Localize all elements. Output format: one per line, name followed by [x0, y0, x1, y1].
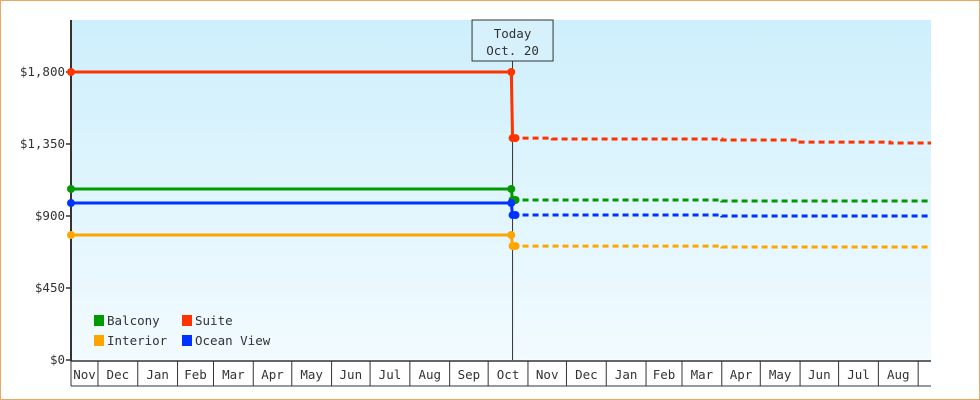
- y-tick-label: $1,350: [20, 136, 65, 151]
- data-point: [67, 68, 75, 76]
- x-tick-label: Jan: [146, 367, 169, 382]
- x-tick-label: Dec: [107, 367, 130, 382]
- x-tick-label: Apr: [261, 367, 284, 382]
- legend-label: Interior: [107, 333, 168, 348]
- today-label-box: [471, 19, 554, 62]
- x-tick-label: Feb: [184, 367, 207, 382]
- data-point: [507, 184, 516, 193]
- legend-swatch: [182, 335, 192, 346]
- x-tick-label: Oct: [497, 367, 520, 382]
- forecast-line-ocean-view: [512, 213, 931, 218]
- x-tick-label: Aug: [887, 367, 910, 382]
- x-tick-label: Dec: [575, 367, 598, 382]
- x-tick-label: Jul: [847, 367, 870, 382]
- today-date: Oct. 20: [486, 43, 539, 58]
- x-tick-label: Nov: [536, 367, 559, 382]
- x-axis: Nov Dec Jan Feb Mar Apr May Jun Jul Aug Sep Oct Nov D…: [70, 360, 931, 387]
- legend-label: Balcony: [107, 313, 160, 328]
- x-tick-label: May: [769, 367, 792, 382]
- data-point: [507, 231, 516, 240]
- x-tick-label: Jun: [340, 367, 363, 382]
- data-point: [511, 242, 520, 251]
- legend-label: Suite: [195, 313, 233, 328]
- x-tick-label: Apr: [730, 367, 753, 382]
- x-tick-label: Mar: [691, 367, 714, 382]
- forecast-line-interior: [512, 244, 931, 249]
- y-tick-label: $450: [35, 280, 65, 295]
- data-point: [511, 134, 520, 143]
- y-tick-label: $0: [50, 352, 65, 367]
- data-point: [67, 184, 75, 193]
- data-point: [507, 68, 516, 76]
- legend-swatch: [94, 335, 104, 346]
- x-tick-label: May: [300, 367, 323, 382]
- data-point: [507, 199, 516, 208]
- today-label: Today: [494, 26, 532, 41]
- series-group: [67, 68, 931, 251]
- legend: Balcony Suite Interior Ocean View: [94, 313, 271, 348]
- data-point: [67, 199, 75, 208]
- x-tick-label: Jan: [615, 367, 638, 382]
- data-point: [511, 211, 520, 220]
- x-tick-label: Mar: [222, 367, 245, 382]
- x-tick-label: Jul: [379, 367, 402, 382]
- x-tick-label: Nov: [73, 367, 96, 382]
- y-tick-label: $900: [35, 208, 65, 223]
- y-axis: $0 $450 $900 $1,350 $1,800: [20, 20, 72, 367]
- forecast-line-suite: [512, 136, 931, 145]
- forecast-line-balcony: [512, 198, 931, 203]
- y-tick-label: $1,800: [20, 64, 65, 79]
- legend-swatch: [94, 315, 104, 326]
- x-tick-label: Aug: [418, 367, 441, 382]
- x-tick-label: Sep: [458, 367, 481, 382]
- today-marker: Today Oct. 20: [471, 19, 554, 360]
- legend-swatch: [182, 315, 192, 326]
- x-tick-label: Jun: [808, 367, 831, 382]
- x-tick-label: Feb: [653, 367, 676, 382]
- data-point: [67, 231, 75, 240]
- legend-label: Ocean View: [195, 333, 271, 348]
